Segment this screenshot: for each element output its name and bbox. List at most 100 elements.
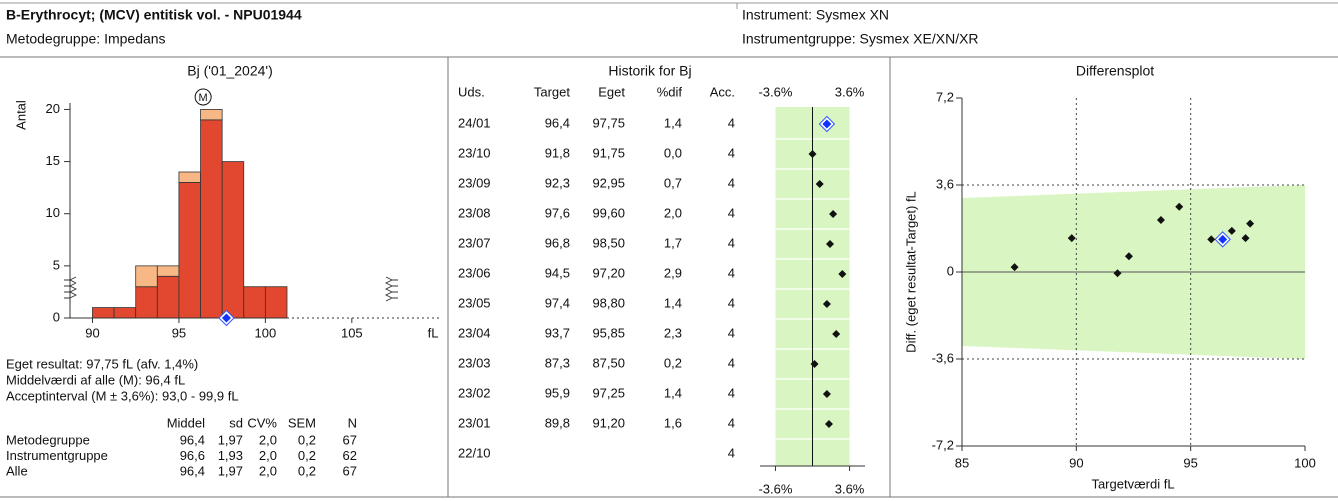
bar bbox=[156, 265, 180, 277]
table-cell: 2,0 bbox=[259, 432, 277, 447]
row-label: 23/08 bbox=[458, 205, 491, 220]
bar bbox=[92, 307, 115, 319]
own-result-marker bbox=[1214, 231, 1231, 248]
y-axis-label: Antal bbox=[13, 100, 28, 130]
point bbox=[1124, 252, 1133, 261]
table-cell: 0,2 bbox=[298, 432, 316, 447]
table-cell: 97,20 bbox=[592, 265, 625, 280]
table-cell: 98,80 bbox=[592, 295, 625, 310]
diff-plot-title: Differensplot bbox=[1076, 63, 1154, 79]
summary-line: Eget resultat: 97,75 fL (afv. 1,4%) bbox=[6, 356, 198, 371]
table-cell: 4 bbox=[728, 385, 735, 400]
dot bbox=[810, 360, 819, 368]
row-label: 23/04 bbox=[458, 325, 491, 340]
table-header: Middel bbox=[167, 415, 205, 430]
bar bbox=[200, 119, 223, 319]
header-instrument: Instrument: Sysmex XN bbox=[742, 7, 889, 23]
summary-line: Acceptinterval (M ± 3,6%): 93,0 - 99,9 f… bbox=[6, 388, 239, 403]
dot bbox=[824, 420, 833, 428]
x-tick-label: 90 bbox=[85, 325, 99, 340]
table-cell: 99,60 bbox=[592, 205, 625, 220]
x-tick-label: 3.6% bbox=[835, 481, 865, 496]
own-result-marker bbox=[218, 309, 235, 327]
table-cell: 0,0 bbox=[664, 145, 682, 160]
x-tick-label: -3.6% bbox=[758, 481, 792, 496]
table-cell: 2,0 bbox=[259, 448, 277, 463]
off-scale-symbol bbox=[64, 276, 398, 302]
mean-marker-label: M bbox=[199, 92, 208, 104]
table-header: Target bbox=[534, 84, 571, 99]
table-cell: 97,4 bbox=[545, 295, 570, 310]
table-cell: 96,6 bbox=[180, 448, 205, 463]
table-cell: 91,75 bbox=[592, 145, 625, 160]
x-axis-label: fL bbox=[428, 325, 439, 340]
table-cell: 92,95 bbox=[592, 175, 625, 190]
table-cell: 96,4 bbox=[180, 463, 205, 478]
table-cell: 4 bbox=[728, 175, 735, 190]
table-cell: 96,4 bbox=[180, 432, 205, 447]
table-cell: 4 bbox=[728, 145, 735, 160]
bar bbox=[178, 182, 201, 319]
table-cell: 62 bbox=[343, 448, 357, 463]
table-cell: 67 bbox=[343, 432, 357, 447]
dot bbox=[808, 150, 817, 158]
point bbox=[1246, 219, 1255, 228]
table-cell: 4 bbox=[728, 355, 735, 370]
row-label: 23/02 bbox=[458, 385, 491, 400]
row-label: 23/05 bbox=[458, 295, 491, 310]
x-tick-label: 100 bbox=[255, 325, 277, 340]
y-tick-label: 5 bbox=[53, 257, 60, 272]
table-header: SEM bbox=[288, 415, 316, 430]
dot bbox=[838, 270, 847, 278]
table-cell: 96,8 bbox=[545, 235, 570, 250]
y-tick-label: -7,2 bbox=[932, 437, 954, 452]
dot bbox=[829, 210, 838, 218]
table-cell: 4 bbox=[728, 295, 735, 310]
table-cell: 87,3 bbox=[545, 355, 570, 370]
table-cell: 4 bbox=[728, 325, 735, 340]
dot bbox=[826, 240, 834, 248]
row-label: 23/09 bbox=[458, 175, 491, 190]
table-cell: 1,93 bbox=[218, 448, 243, 463]
own-result-marker bbox=[818, 115, 836, 133]
table-header: Acc. bbox=[710, 84, 735, 99]
table-cell: 1,4 bbox=[664, 115, 682, 130]
table-cell: 4 bbox=[728, 265, 735, 280]
y-tick-label: 15 bbox=[46, 153, 60, 168]
y-tick-label: 0 bbox=[53, 309, 60, 324]
dot bbox=[822, 390, 831, 398]
x-tick-label-top: -3.6% bbox=[758, 84, 792, 99]
point bbox=[1113, 269, 1122, 278]
row-label: 23/06 bbox=[458, 265, 491, 280]
table-header: Eget bbox=[598, 84, 625, 99]
dot bbox=[832, 330, 841, 338]
table-cell: 67 bbox=[343, 463, 357, 478]
table-cell: 1,4 bbox=[664, 295, 682, 310]
header-title: B-Erythrocyt; (MCV) entitisk vol. - NPU0… bbox=[6, 7, 302, 23]
point bbox=[1156, 216, 1165, 225]
table-cell: 91,20 bbox=[592, 415, 625, 430]
x-tick-label-top: 3.6% bbox=[835, 84, 865, 99]
table-cell: 87,50 bbox=[592, 355, 625, 370]
mean-marker bbox=[194, 88, 212, 106]
row-label: 23/03 bbox=[458, 355, 491, 370]
point bbox=[1010, 263, 1019, 272]
bar bbox=[135, 286, 158, 319]
bar bbox=[243, 286, 266, 319]
x-axis-label: Targetværdi fL bbox=[1091, 476, 1174, 491]
bar bbox=[221, 161, 245, 319]
bar bbox=[200, 109, 223, 121]
point bbox=[1207, 235, 1216, 244]
bar bbox=[178, 171, 201, 183]
header-instrument-group: Instrumentgruppe: Sysmex XE/XN/XR bbox=[742, 31, 979, 47]
x-tick-label: 95 bbox=[1183, 455, 1197, 470]
bar bbox=[156, 275, 180, 319]
table-header: %dif bbox=[657, 84, 683, 99]
bar bbox=[264, 286, 288, 319]
table-cell: 93,7 bbox=[545, 325, 570, 340]
dot bbox=[822, 300, 831, 308]
x-tick-label: 90 bbox=[1069, 455, 1083, 470]
table-cell: 1,7 bbox=[664, 235, 682, 250]
row-label: 23/10 bbox=[458, 145, 491, 160]
marker-fill bbox=[822, 119, 832, 129]
